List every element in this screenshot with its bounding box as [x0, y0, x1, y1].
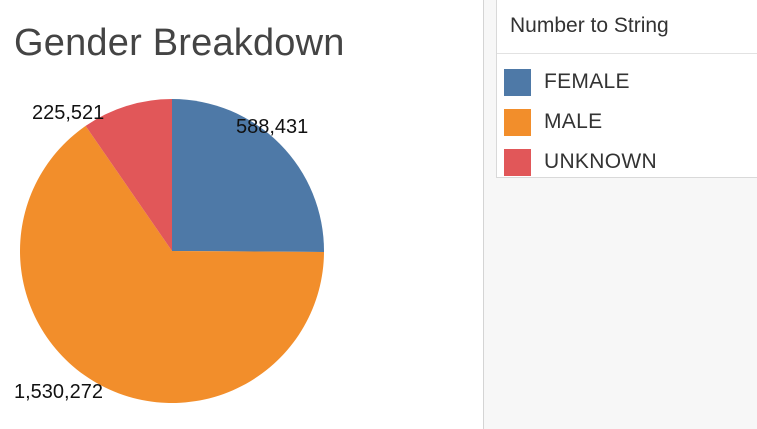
legend-swatch-male [504, 108, 531, 136]
slice-value-label-male: 1,530,272 [14, 381, 103, 403]
slice-value-label-female: 588,431 [236, 116, 308, 138]
legend-label-male: MALE [544, 110, 603, 133]
legend-list: FEMALE MALE UNKNOWN [504, 62, 657, 182]
legend-item-male[interactable]: MALE [504, 102, 657, 142]
legend-swatch-unknown [504, 148, 531, 176]
pie-slice-unknown[interactable] [85, 99, 172, 251]
legend-swatch-female [504, 68, 531, 96]
chart-title: Gender Breakdown [14, 22, 345, 64]
pie-labels: 588,431 1,530,272 225,521 [14, 102, 308, 403]
pane-divider [483, 0, 484, 429]
legend-title: Number to String [510, 14, 669, 37]
pie-chart: 588,431 1,530,272 225,521 [14, 99, 325, 403]
pie-slice-female[interactable] [172, 99, 325, 252]
legend-title-divider [497, 53, 757, 54]
slice-value-label-unknown: 225,521 [32, 102, 104, 124]
pie-slice-male[interactable] [20, 125, 324, 403]
legend-label-unknown: UNKNOWN [544, 150, 657, 173]
chart-pane: Gender Breakdown 588,431 1,530,272 225,521 [14, 22, 345, 403]
pie-slices [20, 99, 325, 403]
legend-area: Number to String FEMALE MALE UNKNOWN [484, 0, 757, 429]
legend-item-unknown[interactable]: UNKNOWN [504, 142, 657, 182]
legend-item-female[interactable]: FEMALE [504, 62, 657, 102]
legend-label-female: FEMALE [544, 70, 630, 93]
legend[interactable]: Number to String FEMALE MALE UNKNOWN [496, 0, 757, 178]
